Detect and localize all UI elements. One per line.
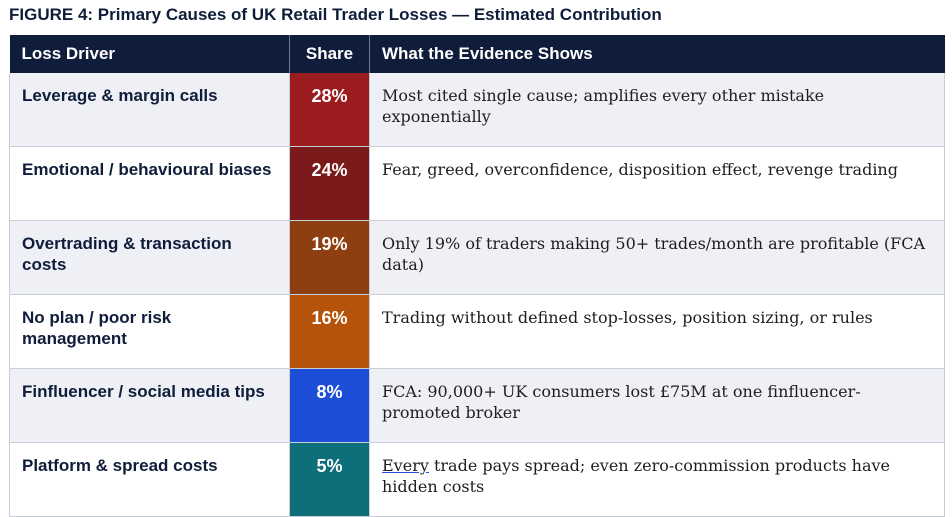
evidence-underlined-word: Every (382, 456, 429, 475)
header-share: Share (289, 35, 370, 73)
table-row: Overtrading & transaction costs 19% Only… (9, 220, 945, 295)
row-evidence: Fear, greed, overconfidence, disposition… (369, 146, 945, 221)
row-driver: No plan / poor risk management (9, 294, 290, 369)
row-share: 24% (289, 146, 370, 221)
loss-drivers-table: Loss Driver Share What the Evidence Show… (9, 35, 945, 517)
table-row: Leverage & margin calls 28% Most cited s… (9, 73, 945, 147)
row-driver: Platform & spread costs (9, 442, 290, 517)
row-share: 16% (289, 294, 370, 369)
row-share: 8% (289, 368, 370, 443)
header-evidence: What the Evidence Shows (369, 35, 945, 73)
row-share: 5% (289, 442, 370, 517)
figure-title: FIGURE 4: Primary Causes of UK Retail Tr… (9, 5, 662, 24)
evidence-rest: trade pays spread; even zero-commission … (382, 456, 890, 496)
row-driver: Finfluencer / social media tips (9, 368, 290, 443)
row-driver: Overtrading & transaction costs (9, 220, 290, 295)
row-share: 19% (289, 220, 370, 295)
row-evidence: FCA: 90,000+ UK consumers lost £75M at o… (369, 368, 945, 443)
row-evidence: Only 19% of traders making 50+ trades/mo… (369, 220, 945, 295)
table-row: Emotional / behavioural biases 24% Fear,… (9, 146, 945, 221)
row-evidence: Every trade pays spread; even zero-commi… (369, 442, 945, 517)
row-share: 28% (289, 73, 370, 147)
row-evidence: Trading without defined stop-losses, pos… (369, 294, 945, 369)
table-row: No plan / poor risk management 16% Tradi… (9, 294, 945, 369)
header-loss-driver: Loss Driver (9, 35, 290, 73)
row-evidence: Most cited single cause; amplifies every… (369, 73, 945, 147)
table-row: Finfluencer / social media tips 8% FCA: … (9, 368, 945, 443)
table-row: Platform & spread costs 5% Every trade p… (9, 442, 945, 517)
row-driver: Leverage & margin calls (9, 73, 290, 147)
row-driver: Emotional / behavioural biases (9, 146, 290, 221)
table-header-row: Loss Driver Share What the Evidence Show… (9, 35, 945, 73)
